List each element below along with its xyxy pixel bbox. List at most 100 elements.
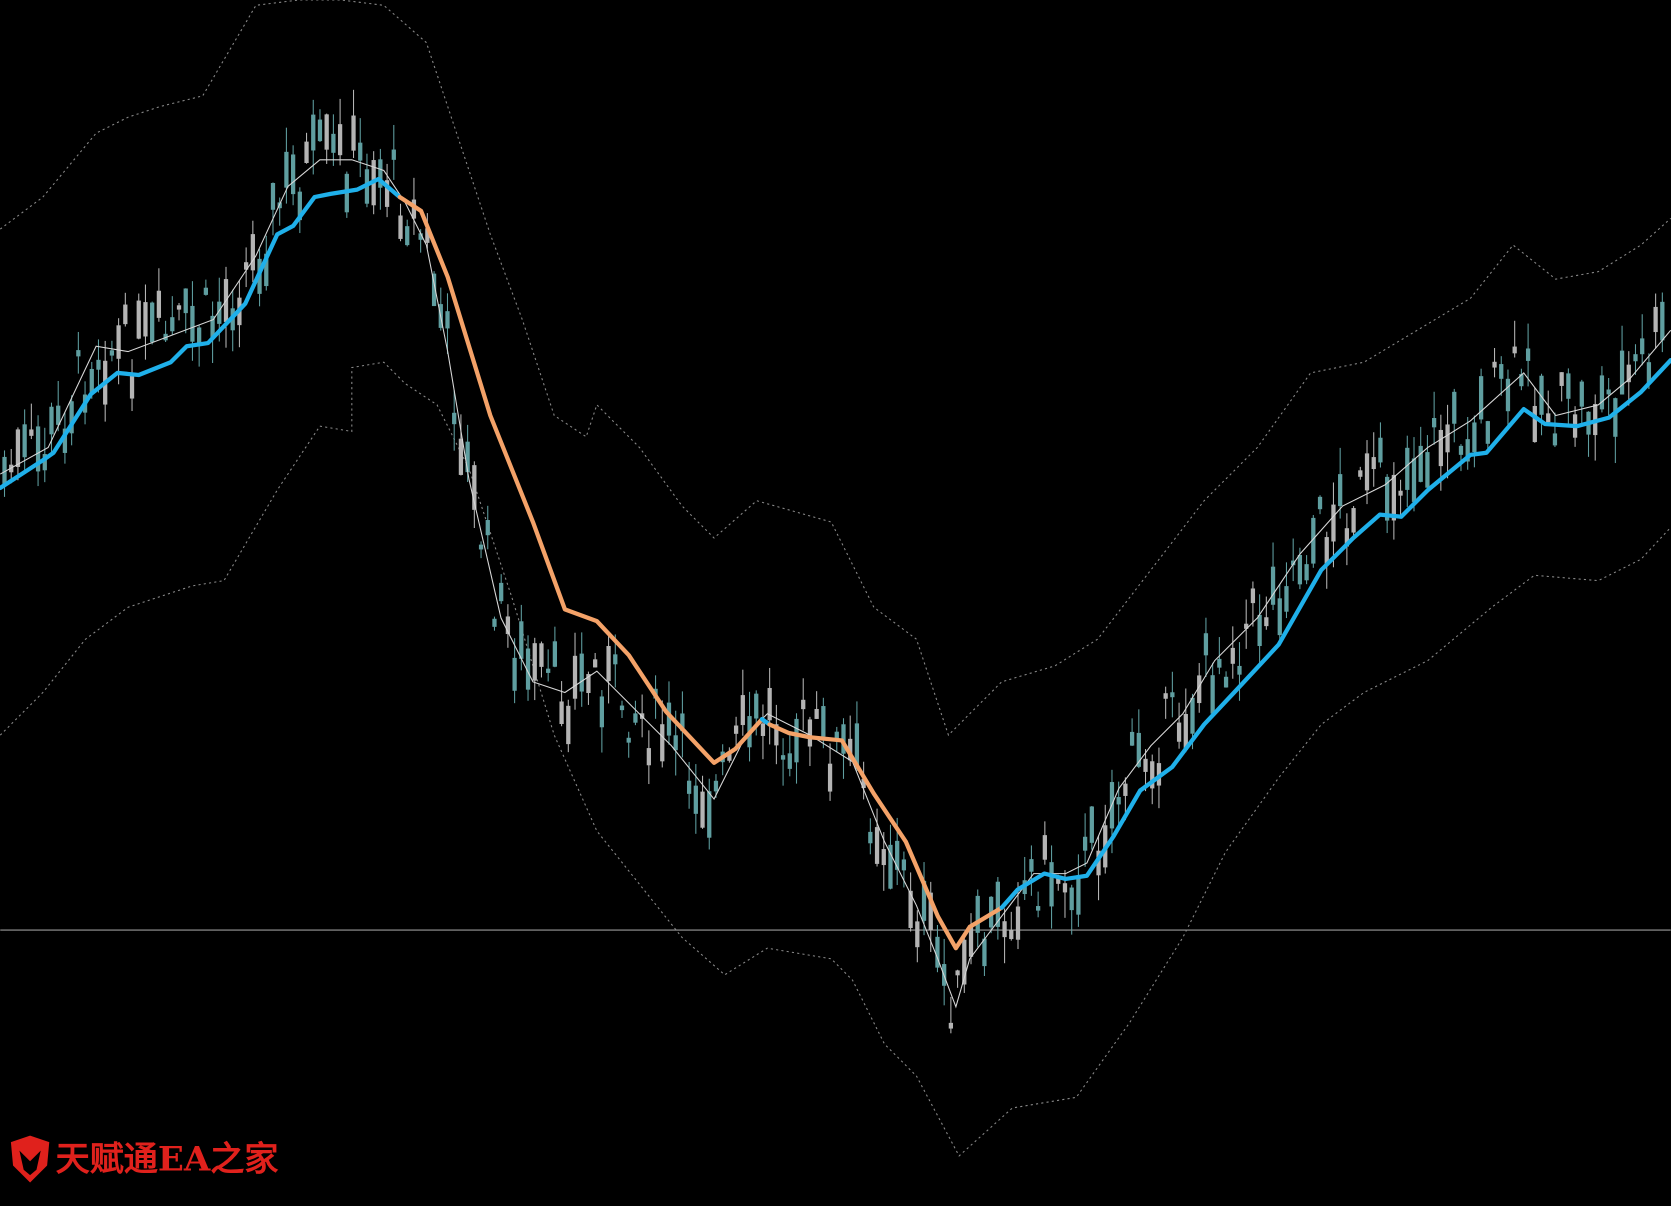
candle-body: [1136, 732, 1141, 767]
candle-body: [787, 753, 792, 769]
candle-body: [143, 302, 148, 337]
candle-body: [458, 438, 464, 475]
candle-body: [1123, 783, 1128, 796]
candle-body: [297, 191, 302, 221]
candle-body: [1519, 374, 1524, 387]
candle-body: [405, 226, 410, 246]
candle-body: [1391, 474, 1396, 521]
candle-body: [1485, 421, 1490, 444]
candle-body: [572, 655, 578, 699]
candle-body: [935, 936, 940, 968]
candle-body: [1284, 586, 1289, 612]
candle-body: [1096, 850, 1101, 876]
candle-body: [613, 654, 618, 665]
candle-body: [1029, 859, 1034, 872]
candle-body: [197, 327, 202, 344]
candle-body: [1646, 362, 1652, 384]
candle-body: [250, 234, 255, 271]
candle-body: [995, 881, 1000, 927]
candle-body: [874, 827, 880, 864]
candle-body: [1532, 405, 1537, 443]
candle-body: [1445, 424, 1450, 453]
candle-body: [156, 290, 162, 318]
candle-body: [1042, 835, 1047, 860]
candle-body: [1613, 398, 1618, 437]
candle-body: [707, 791, 712, 838]
candle-body: [599, 696, 604, 728]
candle-body: [1579, 381, 1584, 407]
candle-body: [673, 735, 678, 751]
candle-body: [968, 926, 974, 957]
candle-body: [505, 616, 511, 635]
candle-body: [1210, 675, 1215, 714]
candle-body: [492, 618, 497, 627]
candle-body: [170, 317, 175, 332]
candle-body: [1425, 452, 1430, 488]
candle-body: [317, 119, 323, 142]
candle-body: [586, 674, 591, 694]
candle-body: [1036, 906, 1041, 911]
candle-body: [1364, 453, 1370, 491]
candle-body: [418, 233, 423, 240]
candle-body: [633, 713, 638, 723]
candle-body: [539, 643, 544, 667]
candle-body: [780, 755, 786, 760]
candle-body: [123, 304, 128, 325]
candle-body: [1559, 372, 1564, 386]
candle-body: [1351, 508, 1356, 533]
watermark-text: 天赋通EA之家: [56, 1139, 279, 1179]
candle-body: [1525, 348, 1531, 361]
candle-body: [646, 748, 651, 766]
candle-body: [1015, 906, 1021, 940]
candle-body: [1378, 437, 1383, 463]
candle-body: [1452, 391, 1457, 424]
candle-body: [1190, 697, 1195, 734]
candle-body: [901, 859, 907, 871]
candle-body: [606, 645, 611, 682]
candle-body: [1566, 373, 1571, 399]
candle-body: [431, 273, 437, 307]
candle-body: [626, 737, 631, 743]
candle-body: [1116, 797, 1121, 805]
candle-body: [1176, 722, 1182, 742]
candle-body: [190, 305, 195, 342]
candle-body: [384, 180, 390, 207]
candle-body: [955, 970, 960, 976]
candle-body: [1143, 758, 1148, 772]
candle-body: [15, 429, 21, 467]
candle-body: [1056, 878, 1061, 884]
candle-body: [814, 708, 819, 719]
candle-body: [1465, 439, 1470, 462]
candle-body: [1230, 647, 1235, 664]
candle-body: [129, 374, 135, 399]
candle-body: [881, 849, 886, 866]
candle-body: [49, 406, 54, 435]
candle-body: [1338, 474, 1343, 507]
candle-body: [1076, 875, 1081, 915]
candle-body: [1217, 658, 1222, 668]
candle-body: [1512, 346, 1517, 354]
candle-body: [908, 890, 913, 928]
candle-body: [848, 738, 853, 761]
candle-body: [183, 288, 188, 314]
candle-body: [1002, 921, 1007, 938]
candle-body: [1371, 457, 1376, 470]
candle-body: [801, 699, 806, 710]
candle-body: [552, 641, 558, 667]
candle-body: [411, 199, 417, 219]
candle-body: [693, 785, 698, 814]
watermark-logo-inner: [19, 1150, 41, 1176]
candle-body: [1291, 560, 1296, 566]
candle-body: [619, 705, 625, 711]
candle-body: [700, 791, 705, 828]
candle-body: [284, 151, 289, 188]
candle-body: [1344, 528, 1350, 547]
candle-body: [525, 648, 531, 690]
candle-body: [1237, 665, 1242, 675]
candle-body: [1358, 470, 1363, 477]
candle-body: [1089, 806, 1094, 843]
trend-ma-up: [999, 357, 1671, 910]
candle-body: [827, 763, 833, 792]
candle-body: [324, 114, 329, 150]
